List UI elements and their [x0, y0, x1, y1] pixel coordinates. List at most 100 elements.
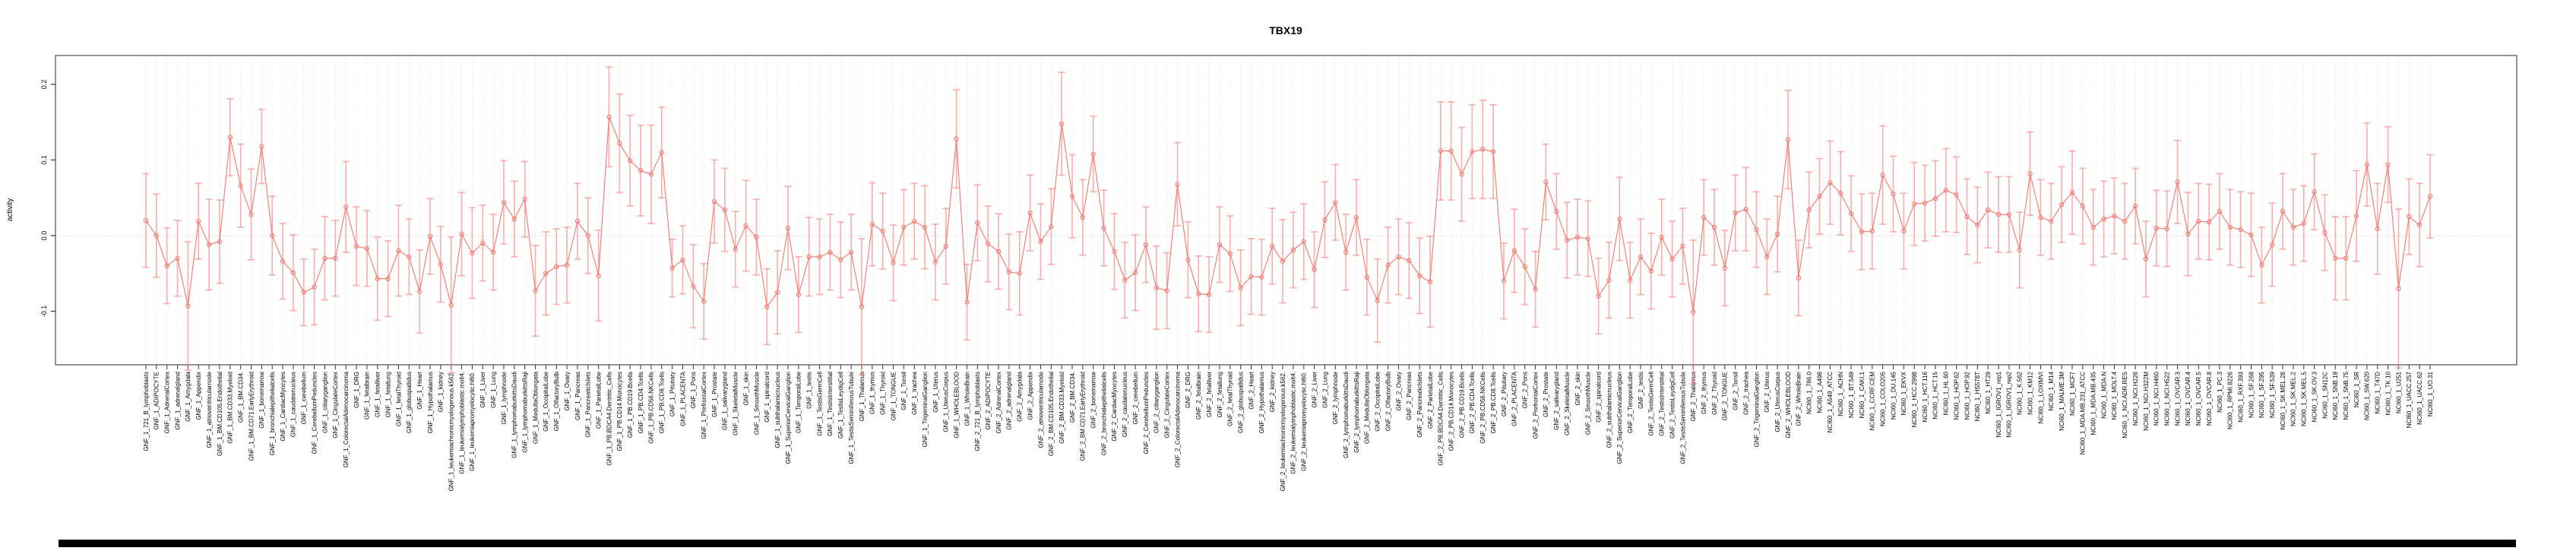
- x-tick-label: GNF_1_TestisLeydigCell: [837, 372, 844, 439]
- data-point: [2196, 218, 2201, 224]
- x-tick-label: GNF_1_TestisSeminiferousTubule: [848, 371, 855, 464]
- data-point: [1964, 214, 1970, 220]
- x-tick-label: GNF_1_PrefrontalCortex: [701, 372, 707, 439]
- x-tick-label: GNF_2_TestisLeydigCell: [1669, 372, 1676, 439]
- x-tick-label: GNF_2_Ovary: [1395, 372, 1402, 411]
- x-tick-label: GNF_2_BM.CD33.Myeloid: [1059, 372, 1065, 444]
- x-tick-label: GNF_1_caudatenucleus: [290, 372, 297, 437]
- data-point: [943, 243, 948, 249]
- x-tick-label: GNF_1_OlfactoryBulb: [553, 371, 560, 431]
- data-point: [995, 249, 1002, 255]
- data-point: [312, 284, 317, 290]
- data-point: [1995, 211, 2002, 217]
- data-point: [574, 218, 581, 224]
- chart-title: TBX19: [1269, 24, 1302, 36]
- x-tick-label: GNF_1_kidney: [438, 372, 445, 412]
- x-tick-label: GNF_1_PLACENTA: [679, 371, 686, 426]
- data-point: [954, 136, 959, 141]
- x-tick-label: GNF_1_lymphomaburkittsDaudi: [511, 372, 518, 458]
- x-tick-label: GNF_2_DRG: [1185, 372, 1191, 408]
- x-tick-label: GNF_2_TrigeminalGanglion: [1753, 372, 1760, 447]
- x-tick-label: GNF_2_SuperiorCervicalGanglion: [1616, 372, 1623, 464]
- data-point: [1617, 216, 1622, 222]
- x-tick-label: GNF_2_leukemiachronicmyelogenous.k562.: [1280, 372, 1286, 491]
- x-tick-label: NCI60_1_BT.549: [1848, 371, 1855, 417]
- x-tick-label: NCI60_1_SNB.19: [2332, 371, 2339, 420]
- x-tick-label: NCI60_1_UACC.257: [2406, 371, 2413, 428]
- data-point: [196, 218, 201, 224]
- data-point: [2322, 230, 2328, 236]
- data-point: [2238, 226, 2243, 233]
- data-point: [1838, 191, 1843, 196]
- x-tick-label: NCI60_1_SN12C: [2321, 372, 2328, 419]
- x-tick-label: GNF_2_Tonsil: [1733, 372, 1739, 410]
- data-point: [1533, 287, 1538, 292]
- data-point: [869, 221, 875, 227]
- data-point: [2080, 204, 2086, 209]
- data-point: [1206, 292, 1212, 297]
- data-point: [1407, 258, 1412, 263]
- data-point: [1764, 254, 1770, 260]
- data-point: [1806, 207, 1812, 213]
- x-tick-label: GNF_2_TestisGermCell: [1648, 372, 1655, 436]
- data-point: [375, 276, 380, 281]
- data-point: [2217, 209, 2223, 214]
- x-tick-label: GNF_2_PB.CD56.NKCells: [1479, 372, 1486, 444]
- data-point: [248, 211, 254, 217]
- x-tick-label: NCI60_1_SF.539: [2269, 371, 2276, 417]
- data-point: [2017, 247, 2022, 253]
- x-tick-label: GNF_2_BM.CD105.Endothelial: [1048, 372, 1055, 456]
- data-point: [1375, 298, 1380, 303]
- data-point: [1796, 275, 1801, 280]
- data-point: [1743, 207, 1748, 212]
- data-point: [2364, 162, 2370, 167]
- x-tick-label: GNF_2_adrenalgland: [1006, 372, 1013, 430]
- data-point: [1080, 214, 1086, 220]
- x-tick-label: GNF_2_PrefrontalCortex: [1532, 372, 1539, 439]
- data-point: [701, 299, 707, 304]
- data-point: [2164, 226, 2169, 232]
- data-point: [1943, 188, 1948, 193]
- data-point: [585, 233, 590, 239]
- data-point: [1438, 148, 1444, 154]
- x-tick-label: NCI60_1_MDA.MB.231_ATCC: [2080, 372, 2087, 454]
- data-point: [1280, 258, 1286, 264]
- x-tick-label: NCI60_1_CCRF.CEM: [1869, 372, 1876, 431]
- data-point: [891, 260, 896, 265]
- data-point: [385, 276, 391, 281]
- x-tick-label: NCI60_1_LOXIMVI: [2037, 372, 2044, 423]
- data-point: [2301, 220, 2306, 226]
- data-point: [2227, 224, 2233, 230]
- y-tick-label: 0.1: [40, 155, 48, 165]
- x-tick-label: GNF_1_PancreaticIslets: [585, 372, 592, 438]
- x-tick-label: GNF_2_PB.BDCA4.Dentritic_Cells: [1438, 372, 1445, 466]
- data-point: [1364, 274, 1370, 280]
- data-point: [1343, 249, 1349, 255]
- data-point: [711, 199, 717, 204]
- x-tick-label: GNF_2_OlfactoryBulb: [1385, 371, 1391, 431]
- data-point: [1448, 148, 1454, 154]
- x-tick-label: NCI60_1_MDA.MB.435: [2090, 371, 2097, 435]
- data-point: [2333, 255, 2338, 261]
- x-tick-label: GNF_1_Pons: [690, 372, 697, 408]
- x-tick-label: GNF_1_Liver: [479, 372, 486, 408]
- data-point: [290, 270, 296, 275]
- data-point: [2343, 255, 2349, 261]
- data-point: [1259, 274, 1264, 280]
- data-point: [764, 304, 770, 309]
- x-tick-label: GNF_1_BM.CD33.Myeloid: [227, 372, 234, 444]
- data-point: [922, 224, 928, 230]
- x-tick-label: GNF_1_CerebellumPeduncles: [311, 372, 318, 454]
- data-point: [1353, 214, 1359, 220]
- data-point: [1185, 257, 1191, 262]
- data-point: [932, 259, 938, 264]
- data-point: [522, 197, 527, 202]
- x-tick-label: GNF_2_lymphomaburkittsRaji: [1353, 372, 1360, 453]
- x-tick-label: NCI60_1_NCI.H226: [2132, 371, 2139, 426]
- data-point: [1238, 285, 1243, 290]
- data-point: [280, 258, 286, 264]
- x-tick-label: GNF_2_ADIPOCYTE: [985, 372, 992, 429]
- x-tick-label: GNF_2_subthalamicnucleus: [1606, 372, 1612, 448]
- x-tick-label: NCI60_1_UACC.62: [2416, 371, 2423, 424]
- x-tick-label: GNF_1_globuspallidus: [406, 372, 413, 433]
